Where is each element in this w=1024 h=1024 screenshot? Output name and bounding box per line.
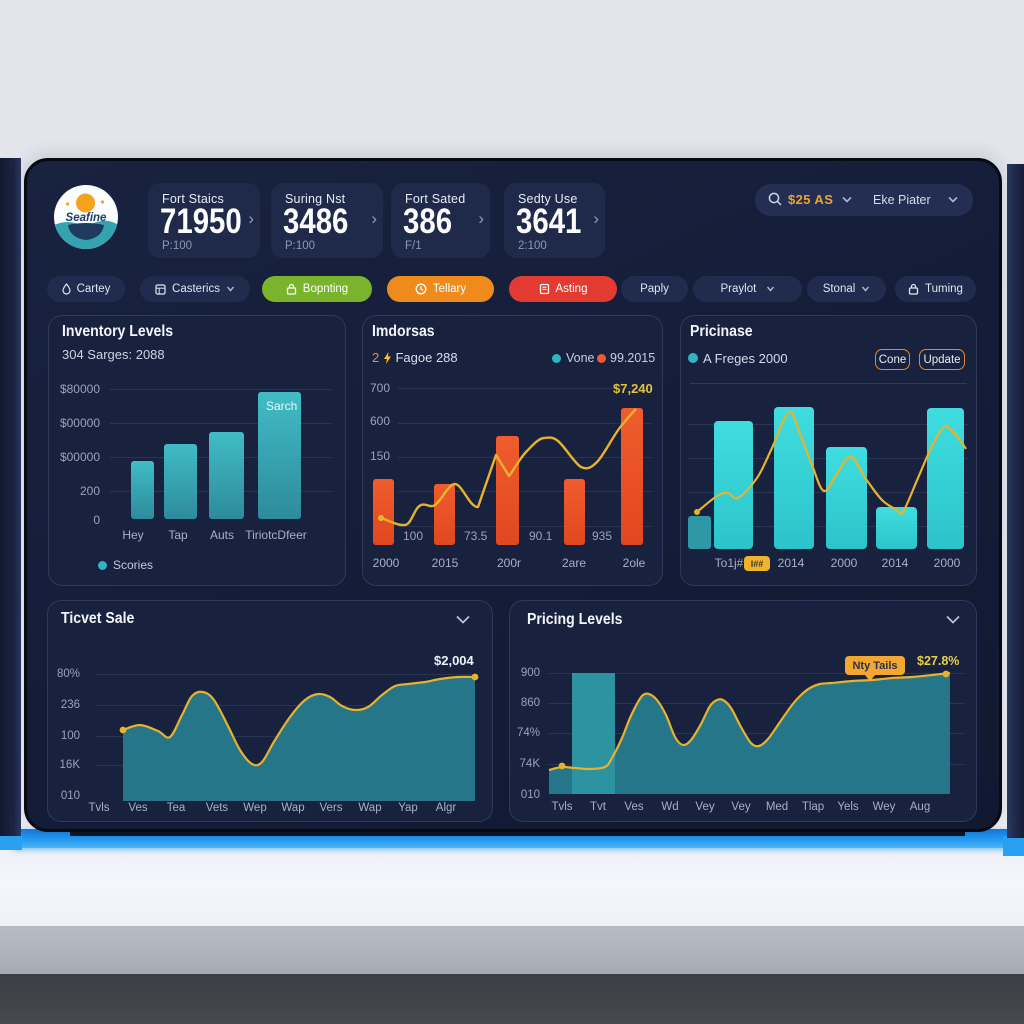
svg-text:Seafine: Seafine: [66, 212, 108, 224]
